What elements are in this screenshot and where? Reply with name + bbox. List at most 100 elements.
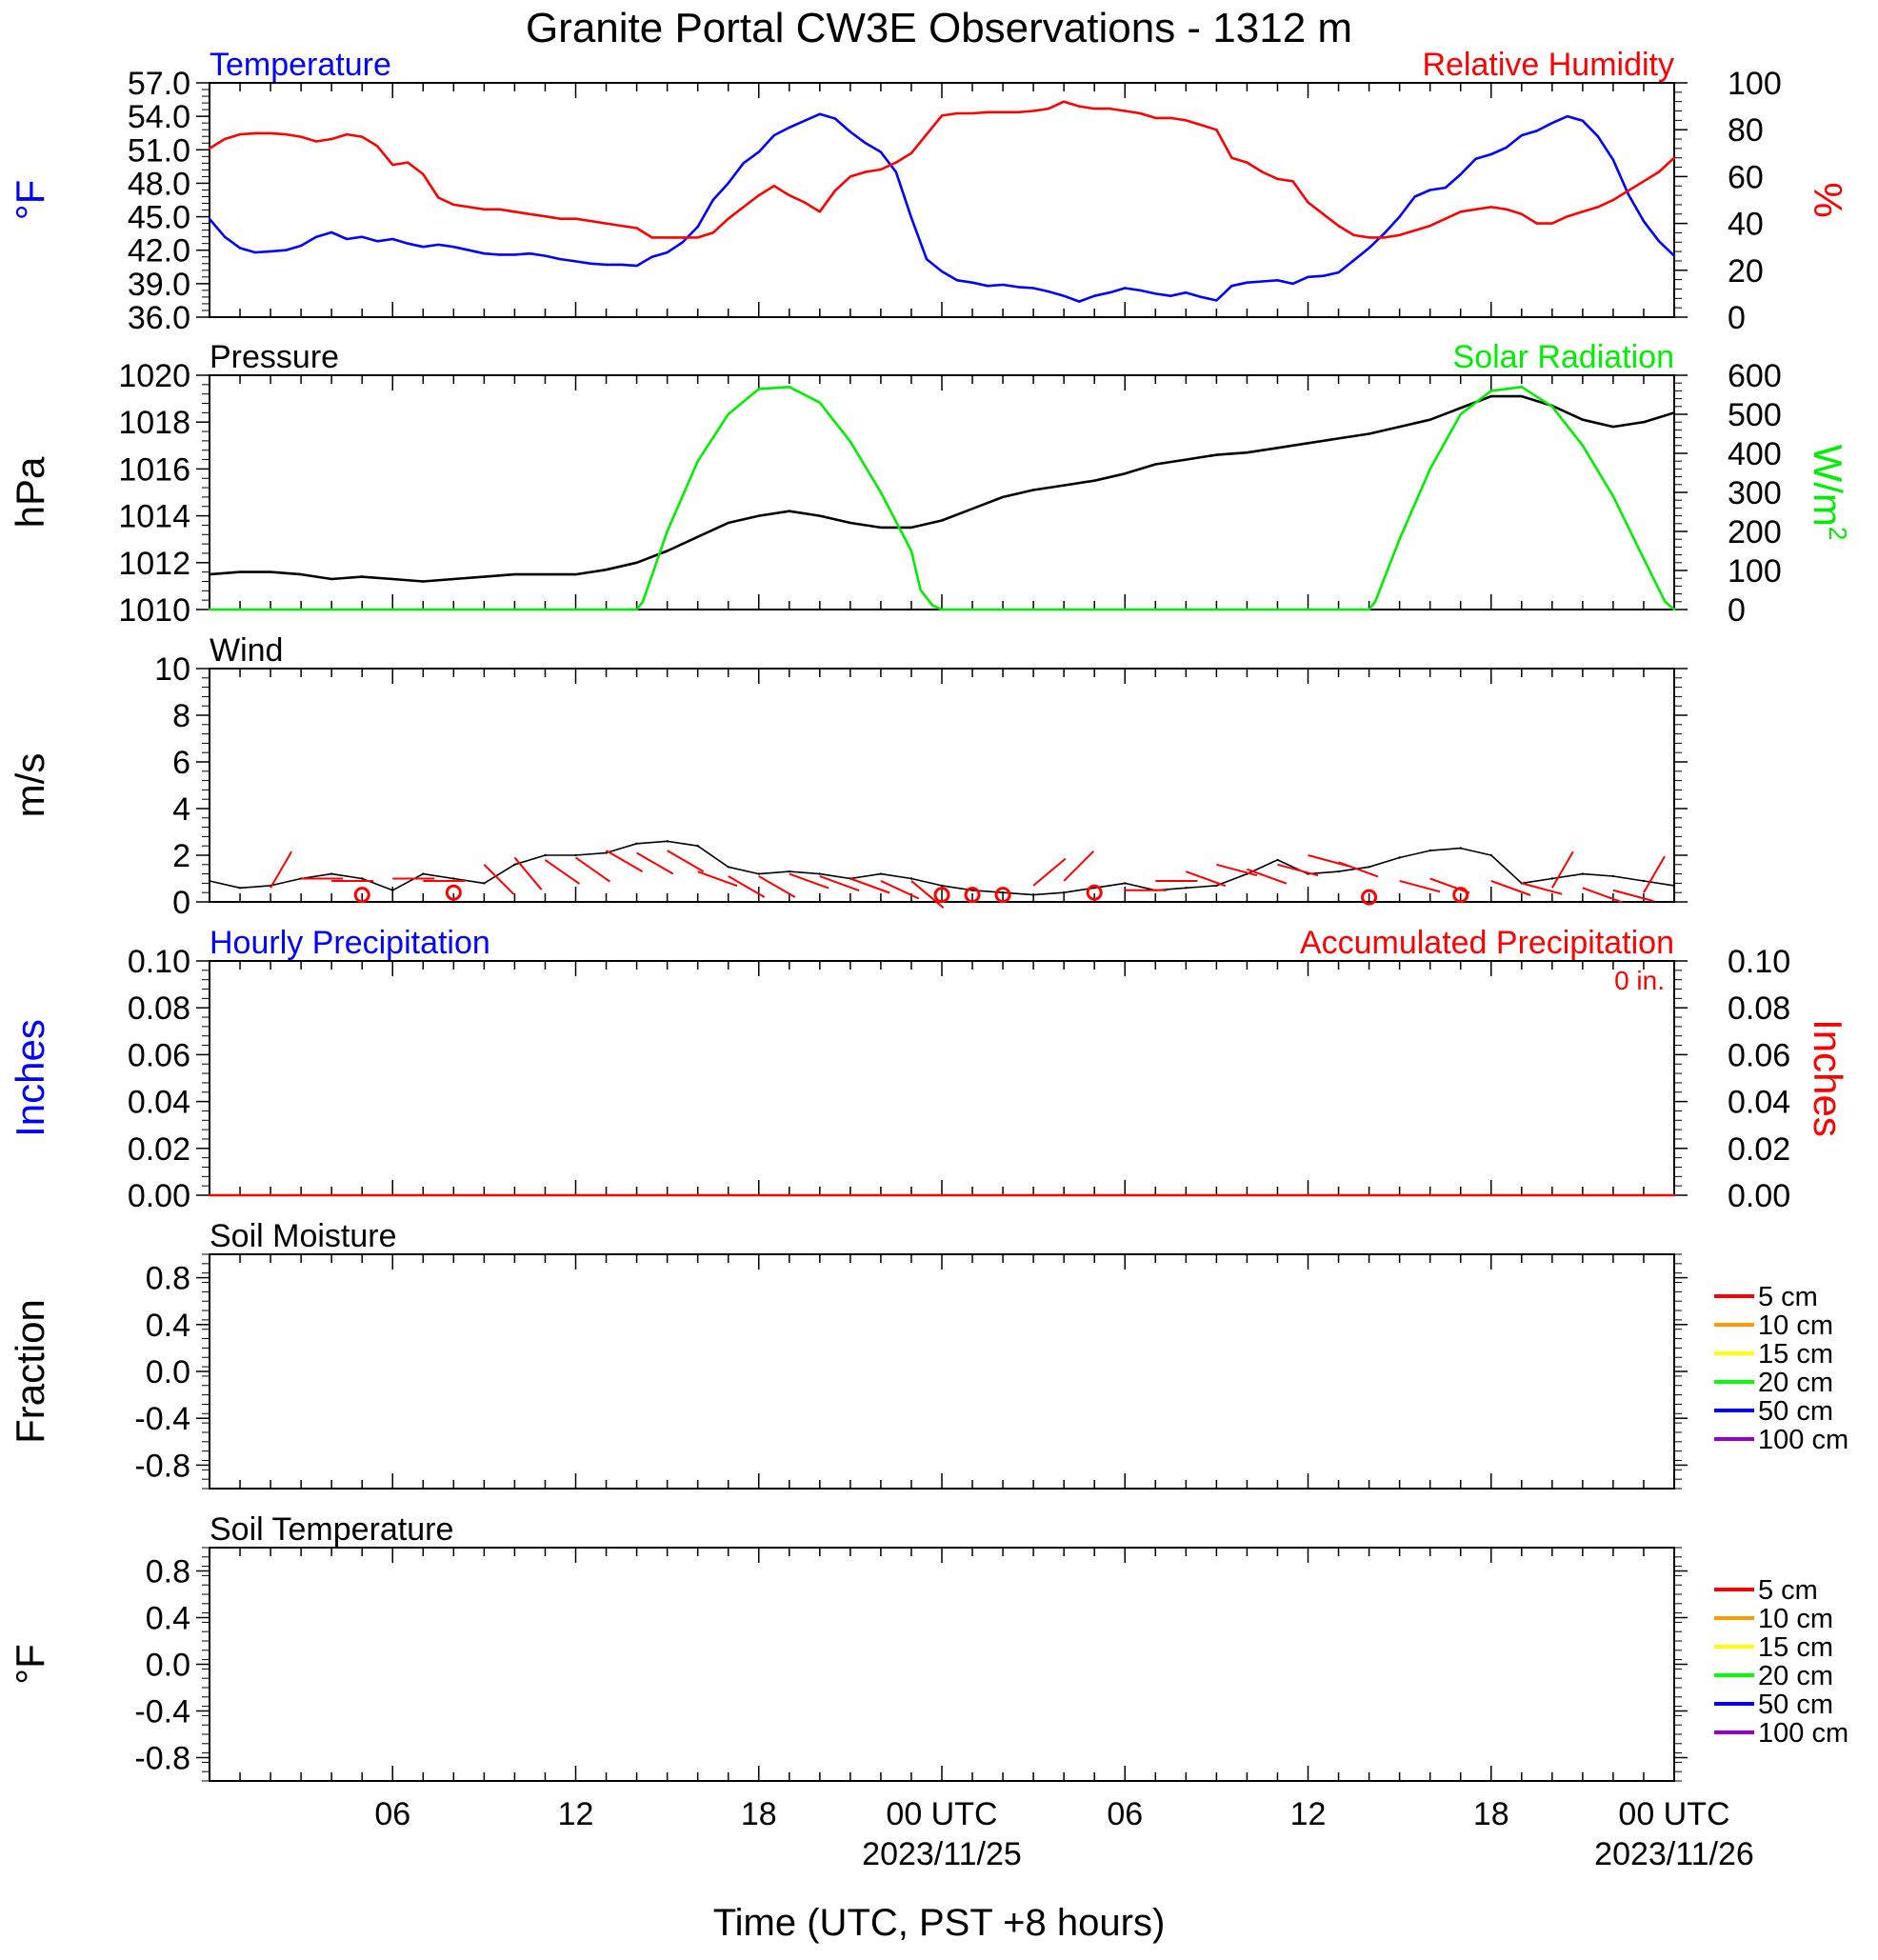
data-point-humidity: [1352, 234, 1354, 236]
data-point-temperature: [1093, 295, 1095, 297]
panel-temp_rh: 57.054.051.048.045.042.039.036.010080604…: [8, 47, 1850, 336]
right-tick-label: 300: [1728, 475, 1782, 511]
wind-barb: [1613, 890, 1653, 901]
legend-label: 10 cm: [1758, 1310, 1833, 1341]
data-point-humidity: [1368, 236, 1369, 238]
data-point-solar: [1374, 601, 1376, 603]
data-point-wind_speed: [1429, 850, 1431, 851]
data-point-temperature: [956, 279, 958, 281]
data-point-solar: [1368, 609, 1369, 610]
data-point-temperature: [681, 241, 683, 243]
left-tick-label: 51.0: [128, 132, 190, 169]
x-tick-label: 06: [374, 1796, 410, 1832]
data-point-temperature: [270, 250, 271, 252]
data-point-temperature: [1352, 259, 1354, 261]
data-point-pressure: [635, 562, 637, 564]
wind-barb: [759, 876, 795, 897]
panel-label-left: Soil Temperature: [210, 1511, 453, 1548]
left-tick-label: 57.0: [128, 66, 190, 102]
data-point-humidity: [1230, 157, 1232, 159]
data-point-pressure: [1582, 419, 1584, 421]
wind-barb: [1277, 865, 1318, 875]
data-point-temperature: [987, 285, 989, 287]
data-point-humidity: [1490, 206, 1492, 208]
data-point-humidity: [1673, 157, 1675, 159]
data-point-temperature: [1582, 120, 1584, 122]
data-point-temperature: [529, 252, 530, 254]
data-point-temperature: [1230, 285, 1232, 287]
data-point-humidity: [1109, 108, 1110, 110]
left-tick-label: 0.0: [146, 1648, 190, 1684]
data-point-temperature: [1109, 291, 1110, 293]
right-axis-title-text: %: [1806, 182, 1850, 217]
data-point-pressure: [1521, 395, 1523, 397]
data-point-temperature: [285, 250, 287, 251]
data-point-temperature: [1154, 292, 1156, 294]
data-point-pressure: [330, 578, 332, 580]
data-point-solar: [1664, 601, 1666, 603]
right-tick-label: 0.10: [1728, 944, 1790, 980]
data-point-wind_speed: [574, 854, 576, 856]
data-point-humidity: [834, 190, 836, 191]
legend-label: 20 cm: [1758, 1661, 1833, 1691]
wind-barb: [668, 850, 704, 871]
data-point-wind_speed: [666, 840, 668, 842]
data-point-temperature: [620, 264, 622, 266]
data-point-humidity: [529, 213, 530, 215]
data-point-humidity: [865, 170, 867, 172]
plot-frame: [210, 83, 1674, 317]
left-tick-label: 0.08: [128, 990, 190, 1027]
panel-pressure_solar: 1020101810161014101210106005004003002001…: [8, 339, 1852, 629]
data-point-temperature: [849, 130, 851, 132]
data-point-pressure: [1002, 496, 1004, 498]
data-point-pressure: [849, 522, 851, 524]
data-point-temperature: [1246, 282, 1248, 284]
data-point-humidity: [926, 133, 928, 135]
data-point-humidity: [971, 112, 973, 114]
data-point-humidity: [1383, 236, 1385, 238]
data-point-temperature: [1124, 287, 1126, 289]
data-point-pressure: [452, 578, 454, 580]
wind-barb: [1339, 862, 1378, 876]
data-point-humidity: [1048, 108, 1049, 110]
data-point-wind_speed: [910, 877, 912, 879]
data-point-humidity: [1246, 161, 1248, 163]
right-tick-label: 100: [1728, 553, 1782, 590]
data-point-temperature: [1078, 300, 1080, 302]
wind-barb: [1247, 870, 1286, 884]
wind-barb: [1522, 883, 1563, 893]
data-point-temperature: [315, 236, 317, 238]
data-point-pressure: [239, 570, 241, 572]
data-point-humidity: [1063, 101, 1065, 103]
right-tick-label: 400: [1728, 436, 1782, 472]
left-tick-label: 2: [172, 838, 190, 874]
data-point-humidity: [1093, 108, 1095, 110]
plot-frame: [210, 961, 1674, 1195]
data-point-humidity: [666, 236, 668, 238]
accum-total-note: 0 in.: [1614, 966, 1665, 995]
legend-label: 100 cm: [1758, 1425, 1848, 1455]
data-point-temperature: [1506, 147, 1508, 149]
data-point-temperature: [1139, 290, 1141, 291]
data-point-pressure: [483, 575, 485, 577]
data-point-humidity: [773, 185, 775, 187]
data-point-humidity: [452, 204, 454, 206]
data-point-humidity: [422, 173, 424, 175]
data-point-temperature: [559, 258, 561, 260]
data-point-temperature: [452, 246, 454, 248]
data-point-temperature: [1628, 193, 1629, 195]
right-axis-title: W/m2: [1806, 445, 1852, 541]
data-point-wind_speed: [880, 872, 882, 874]
wind-barb: [576, 857, 610, 881]
series-line-humidity: [210, 102, 1674, 238]
data-point-temperature: [1291, 283, 1293, 285]
data-point-pressure: [1124, 472, 1126, 474]
data-point-humidity: [559, 218, 561, 220]
left-tick-label: 0.02: [128, 1131, 190, 1168]
data-point-humidity: [1612, 199, 1614, 201]
data-point-wind_speed: [789, 870, 790, 872]
data-point-temperature: [895, 171, 897, 173]
data-point-temperature: [1048, 290, 1049, 292]
data-point-humidity: [1276, 178, 1278, 180]
data-point-humidity: [1078, 105, 1080, 107]
